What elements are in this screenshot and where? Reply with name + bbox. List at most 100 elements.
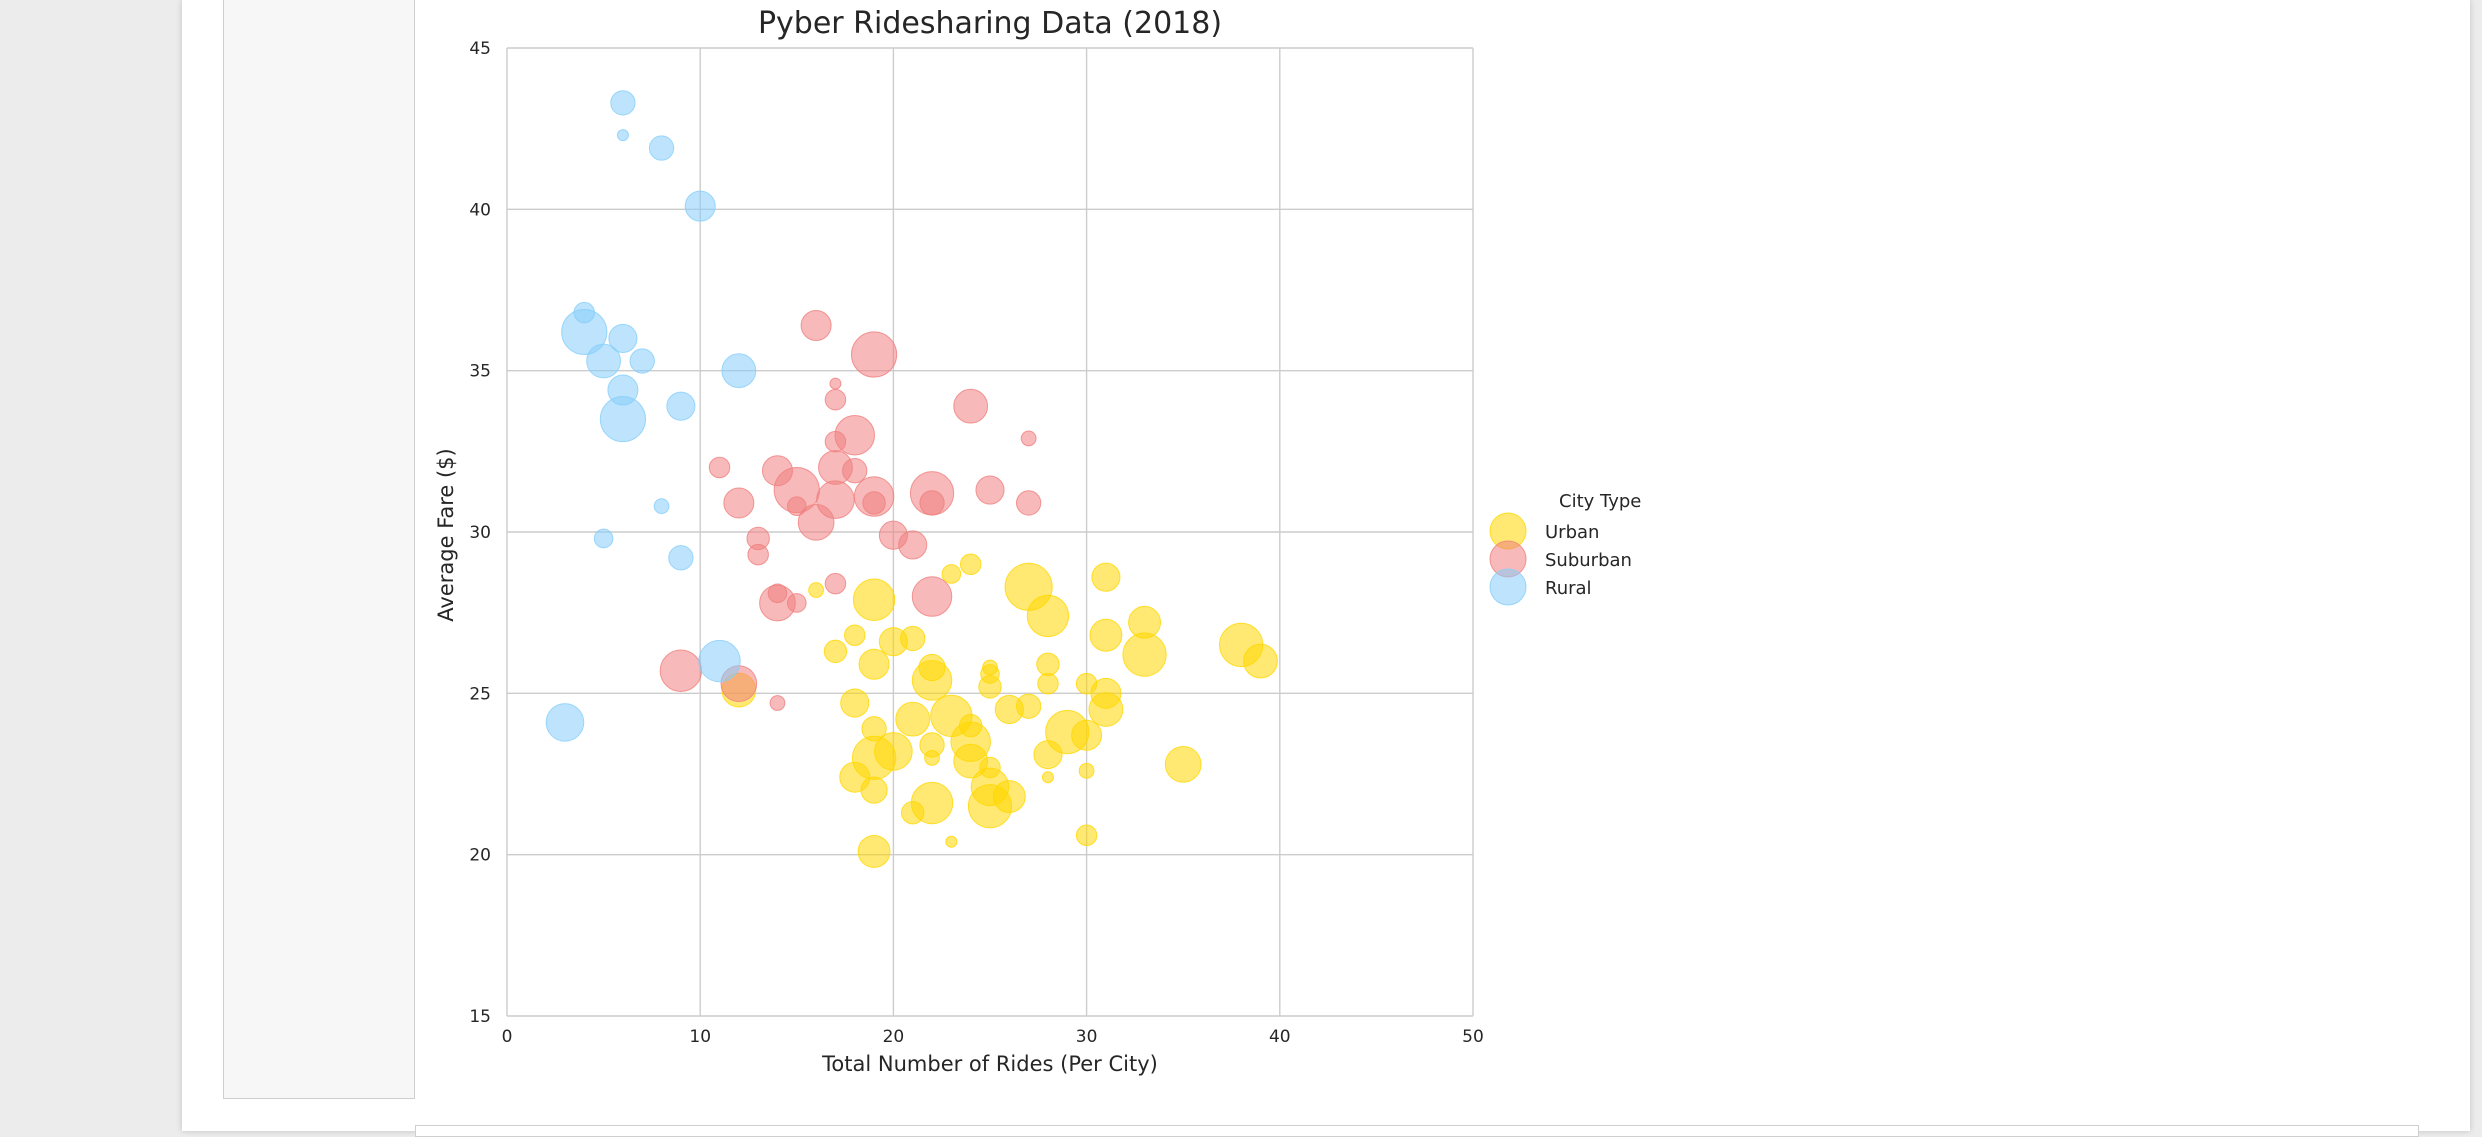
bubble-point bbox=[653, 498, 670, 515]
bubble-point bbox=[953, 388, 989, 424]
bubble-point bbox=[629, 348, 655, 374]
bubble-point bbox=[1164, 745, 1202, 783]
x-tick-label: 0 bbox=[502, 1027, 513, 1047]
bubble-point bbox=[787, 593, 807, 613]
bubble-point bbox=[1071, 719, 1103, 751]
legend-title: City Type bbox=[1559, 491, 1641, 512]
bubble-point bbox=[941, 564, 962, 584]
bubble-point bbox=[978, 675, 1002, 699]
bubble-point bbox=[911, 660, 953, 701]
bubble-point bbox=[561, 308, 608, 356]
bubble-point bbox=[599, 395, 647, 443]
bubble-point bbox=[862, 491, 886, 515]
bubble-point bbox=[668, 545, 694, 571]
bubble-point bbox=[852, 578, 896, 621]
axes: 0 10 20 30 40 50 15 20 25 30 35 40 45 bbox=[469, 39, 1483, 1047]
legend-entry: Suburban bbox=[1545, 550, 1632, 571]
bubble-point bbox=[797, 503, 835, 541]
bubble-point bbox=[747, 543, 769, 566]
x-tick-label: 50 bbox=[1462, 1027, 1484, 1047]
bubble-point bbox=[824, 388, 847, 411]
bubble-point bbox=[924, 749, 940, 766]
bubble-point bbox=[1075, 824, 1098, 847]
y-tick-label: 15 bbox=[469, 1007, 491, 1027]
cell-prompt-area bbox=[223, 0, 415, 1099]
bubble-point bbox=[1088, 692, 1124, 727]
series-rural bbox=[545, 90, 757, 742]
bubble-point bbox=[1091, 562, 1121, 592]
notebook-page bbox=[182, 0, 2470, 1131]
chart-canvas: 0 10 20 30 40 50 15 20 25 30 35 40 45 Pyber Rideshar… bbox=[434, 6, 1641, 1076]
y-tick-label: 45 bbox=[469, 39, 491, 59]
bubble-point bbox=[1041, 771, 1054, 784]
bubble-point bbox=[1089, 618, 1123, 652]
bubble-point bbox=[769, 695, 786, 711]
bubble-point bbox=[1037, 672, 1059, 695]
bubble-point bbox=[895, 701, 931, 737]
series-suburban bbox=[659, 309, 1042, 711]
bubble-point bbox=[666, 391, 696, 421]
bubble-point bbox=[608, 323, 638, 353]
bubble-point bbox=[823, 639, 848, 664]
bubble-point bbox=[767, 583, 788, 604]
bubble-point bbox=[975, 475, 1005, 505]
bubble-point bbox=[616, 129, 629, 142]
x-tick-label: 40 bbox=[1269, 1027, 1291, 1047]
bubble-point bbox=[1015, 693, 1042, 719]
bubble-point bbox=[610, 90, 636, 116]
bubble-point bbox=[593, 528, 614, 549]
bubble-point bbox=[992, 780, 1026, 814]
bubble-point bbox=[824, 572, 847, 595]
bubble-point bbox=[708, 456, 731, 479]
bubble-point bbox=[982, 659, 998, 676]
grid-lines bbox=[506, 47, 1474, 1017]
bubble-point bbox=[858, 648, 890, 680]
x-tick-label: 10 bbox=[689, 1027, 711, 1047]
y-axis-label: Average Fare ($) bbox=[434, 448, 458, 621]
bubble-point bbox=[659, 649, 703, 692]
bubble-point bbox=[1015, 490, 1042, 516]
legend-entry: Urban bbox=[1545, 522, 1599, 543]
bubble-point bbox=[911, 576, 953, 617]
series-urban bbox=[721, 553, 1278, 868]
y-tick-label: 30 bbox=[469, 523, 491, 543]
bubble-point bbox=[698, 639, 741, 683]
y-tick-label: 20 bbox=[469, 846, 491, 866]
bubble-point bbox=[850, 331, 898, 378]
chart-title: Pyber Ridesharing Data (2018) bbox=[758, 6, 1222, 41]
bubble-point bbox=[787, 496, 807, 516]
x-axis-label: Total Number of Rides (Per City) bbox=[821, 1052, 1158, 1076]
bubble-point bbox=[808, 582, 825, 598]
bubble-point bbox=[900, 625, 926, 652]
bubble-chart: 0 10 20 30 40 50 15 20 25 30 35 40 45 Pyber Rideshar… bbox=[415, 0, 1715, 1100]
bubble-point bbox=[898, 530, 928, 560]
bubble-point bbox=[1026, 594, 1070, 638]
next-code-cell[interactable] bbox=[415, 1125, 2419, 1137]
bubble-point bbox=[1078, 762, 1095, 779]
bubble-point bbox=[844, 624, 866, 647]
y-tick-label: 35 bbox=[469, 362, 491, 382]
data-points bbox=[545, 90, 1278, 868]
bubble-point bbox=[824, 430, 847, 453]
bubble-point bbox=[1036, 652, 1060, 676]
bubble-point bbox=[723, 487, 755, 519]
bubble-point bbox=[945, 835, 958, 848]
bubble-point bbox=[901, 801, 925, 825]
bubble-point bbox=[1033, 740, 1063, 770]
x-tick-label: 30 bbox=[1076, 1027, 1098, 1047]
bubble-point bbox=[839, 761, 871, 793]
legend-entry: Rural bbox=[1545, 578, 1592, 599]
bubble-point bbox=[800, 309, 832, 341]
bubble-point bbox=[842, 458, 868, 484]
bubble-point bbox=[840, 688, 870, 718]
bubble-point bbox=[829, 377, 842, 390]
x-tick-label: 20 bbox=[883, 1027, 905, 1047]
bubble-point bbox=[1243, 643, 1278, 679]
y-tick-label: 40 bbox=[469, 200, 491, 220]
bubble-point bbox=[919, 490, 945, 516]
bubble-point bbox=[586, 343, 622, 379]
bubble-point bbox=[684, 190, 716, 222]
bubble-point bbox=[1020, 430, 1037, 447]
bubble-point bbox=[721, 353, 757, 389]
bubble-point bbox=[648, 135, 675, 161]
